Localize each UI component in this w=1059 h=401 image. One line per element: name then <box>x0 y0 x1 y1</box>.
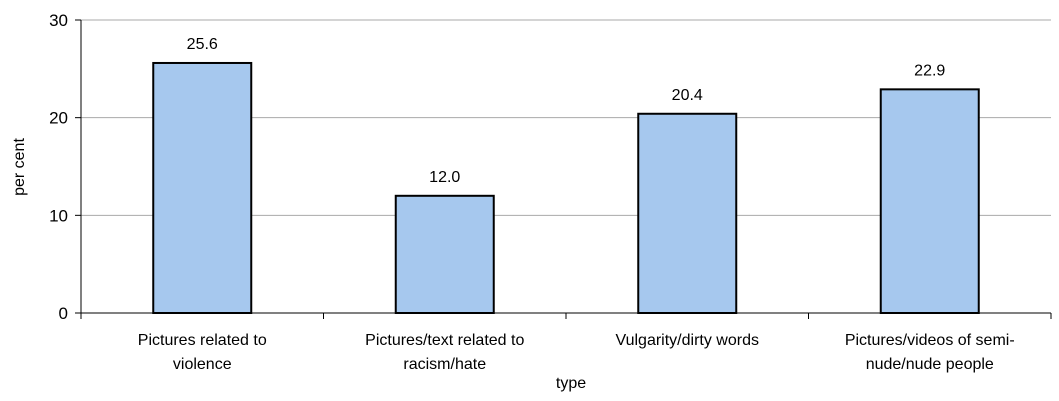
x-tick-label: Vulgarity/dirty words <box>616 332 759 349</box>
y-tick-label: 30 <box>49 11 68 30</box>
bar-layer <box>152 61 980 315</box>
bar <box>637 112 738 315</box>
y-tick-label: 20 <box>49 109 68 128</box>
label-layer: 0 10 20 30 25.6 Pictures related to violence 12… <box>49 11 1015 373</box>
x-tick-label: Pictures/videos of semi- <box>845 332 1015 349</box>
x-tick-label: violence <box>173 356 232 373</box>
axis-layer <box>75 19 1052 319</box>
data-label: 25.6 <box>187 36 218 53</box>
x-tick-label: Pictures related to <box>138 332 267 349</box>
data-label: 12.0 <box>429 169 460 186</box>
y-axis-label: per cent <box>11 138 28 196</box>
x-tick-label: Pictures/text related to <box>365 332 524 349</box>
x-tick-label: racism/hate <box>403 356 486 373</box>
bar <box>152 61 253 315</box>
bar <box>394 194 495 314</box>
data-label: 22.9 <box>914 62 945 79</box>
x-axis-label: type <box>556 375 586 392</box>
bar <box>879 88 980 314</box>
y-tick-label: 0 <box>59 304 68 323</box>
x-tick-label: nude/nude people <box>866 356 994 373</box>
data-label: 20.4 <box>672 87 703 104</box>
y-tick-label: 10 <box>49 206 68 225</box>
